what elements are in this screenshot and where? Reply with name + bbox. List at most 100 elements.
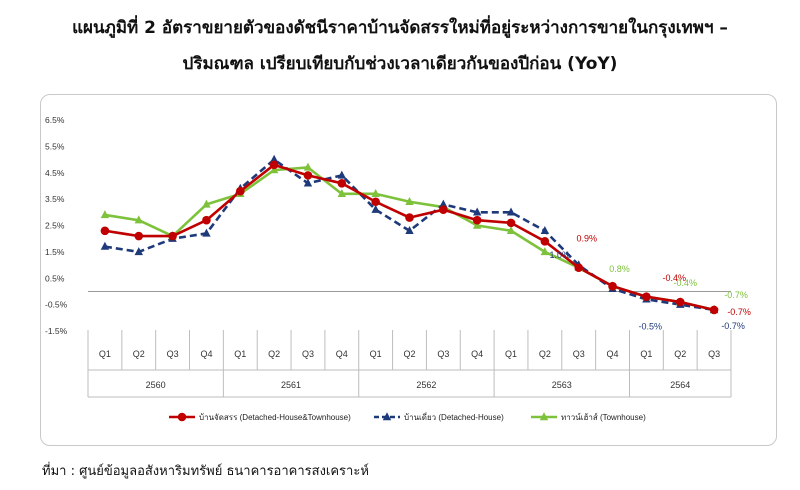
data-point-series-1 [303,178,313,187]
data-point-series-0 [439,205,448,214]
data-point-series-2 [100,210,110,219]
x-tick-label-quarter: Q1 [640,349,652,359]
x-tick-label-year: 2562 [416,380,436,390]
data-label: -0.7% [727,307,751,317]
chart-title-line-1: แผนภูมิที่ 2 อัตราขยายตัวของดัชนีราคาบ้า… [72,18,728,38]
y-tick-label: 4.5% [45,168,65,178]
y-tick-label: -1.5% [45,326,68,336]
data-point-series-0 [608,281,617,291]
data-label: 1.0% [549,250,570,260]
data-label: 0.8% [609,264,630,274]
data-point-series-1 [472,207,482,216]
series-line-1 [104,158,715,312]
x-tick-label-quarter: Q2 [268,349,280,359]
data-point-series-2 [269,165,279,174]
x-tick-label-year: 2564 [670,380,690,390]
x-tick-label-quarter: Q3 [708,349,720,359]
data-label: -0.7% [721,321,745,331]
x-tick-label-year: 2563 [552,380,572,390]
x-tick-label-quarter: Q3 [573,349,585,359]
x-tick-label-quarter: Q2 [403,349,415,359]
data-point-series-1 [405,225,414,234]
y-tick-label: 2.5% [45,221,65,231]
chart-legend: บ้านจัดสรร (Detached-House&Townhouse) บ้า… [169,411,646,422]
data-point-series-0 [134,231,144,241]
chart-panel: 6.5% 5.5% 4.5% 3.5% 2.5% 1.5% 0.5% -0.5% -1.5% Q1… [40,94,777,446]
data-point-series-0 [235,186,245,196]
data-point-series-2 [303,162,313,171]
data-point-series-0 [506,218,516,228]
data-point-series-0 [540,237,550,246]
x-tick-label-quarter: Q1 [234,349,246,359]
data-point-series-2 [506,225,516,234]
x-tick-label-quarter: Q4 [471,349,483,359]
data-point-series-1 [337,170,347,179]
legend-label-0: บ้านจัดสรร (Detached-House&Townhouse) [199,413,351,422]
data-point-series-2 [202,199,211,208]
x-tick-label-quarter: Q3 [167,349,179,359]
x-tick-label-quarter: Q1 [370,349,382,359]
data-point-series-2 [540,247,550,256]
chart-axes: 6.5% 5.5% 4.5% 3.5% 2.5% 1.5% 0.5% -0.5% -1.5% Q1… [45,115,732,398]
data-point-series-1 [202,228,211,237]
data-point-series-0 [642,292,651,302]
data-point-series-1 [371,204,380,213]
y-tick-label: 5.5% [45,141,65,151]
data-point-series-2 [337,189,347,198]
chart-series-lines [104,158,715,312]
series-line-0 [104,163,715,312]
data-point-series-2 [134,215,143,224]
data-point-series-0 [675,297,685,307]
y-tick-label: 6.5% [45,115,65,125]
legend-marker-0 [177,412,187,422]
data-label: -0.4% [673,278,697,288]
chart-title-line-2: ปริมณฑล เปรียบเทียบกับช่วงเวลาเดียวกันขอ… [182,54,618,74]
x-tick-label-quarter: Q1 [99,349,111,359]
y-tick-label: 3.5% [45,194,65,204]
x-tick-label-quarter: Q1 [505,349,517,359]
data-point-series-0 [337,179,347,188]
x-tick-label-quarter: Q2 [539,349,551,359]
data-point-series-0 [269,160,279,170]
x-tick-label-quarter: Q4 [607,349,619,359]
data-point-series-1 [540,225,550,234]
legend-label-1: บ้านเดี่ยว (Detached-House) [404,411,504,422]
data-point-series-0 [100,226,110,236]
data-point-series-2 [371,189,380,198]
data-point-series-0 [574,263,584,272]
legend-marker-1 [382,412,392,421]
data-point-series-0 [303,171,313,180]
data-point-series-0 [202,215,211,225]
data-label: -0.4% [662,273,686,283]
x-tick-label-year: 2560 [146,380,166,390]
line-chart: 6.5% 5.5% 4.5% 3.5% 2.5% 1.5% 0.5% -0.5% -1.5% Q1… [45,115,751,422]
data-point-series-0 [168,231,177,241]
chart-series-markers [100,154,719,315]
data-label: -0.7% [724,290,748,300]
x-tick-label-quarter: Q4 [336,349,348,359]
data-point-series-0 [472,215,482,225]
legend-label-2: ทาวน์เฮ้าส์ (Townhouse) [561,412,646,422]
data-point-series-1 [134,247,143,256]
data-point-series-2 [405,196,414,205]
x-tick-label-quarter: Q2 [674,349,686,359]
y-tick-label: -0.5% [45,300,68,310]
data-point-series-1 [506,207,516,216]
x-tick-label-quarter: Q2 [133,349,145,359]
legend-marker-2 [539,412,549,421]
data-point-series-0 [405,213,414,222]
y-tick-label: 0.5% [45,273,65,283]
data-point-series-0 [709,305,719,315]
x-tick-label-quarter: Q3 [302,349,314,359]
x-tick-label-quarter: Q3 [437,349,449,359]
source-note: ที่มา : ศูนย์ข้อมูลอสังหาริมทรัพย์ ธนาคา… [42,464,369,479]
data-point-series-2 [472,220,482,229]
data-label: -0.5% [638,322,662,332]
data-point-series-0 [371,197,380,207]
data-point-series-1 [100,241,110,250]
data-point-series-1 [439,199,448,208]
data-label: 0.9% [576,234,597,244]
y-tick-label: 1.5% [45,247,65,257]
x-tick-label-quarter: Q4 [200,349,212,359]
x-tick-label-year: 2561 [281,380,301,390]
